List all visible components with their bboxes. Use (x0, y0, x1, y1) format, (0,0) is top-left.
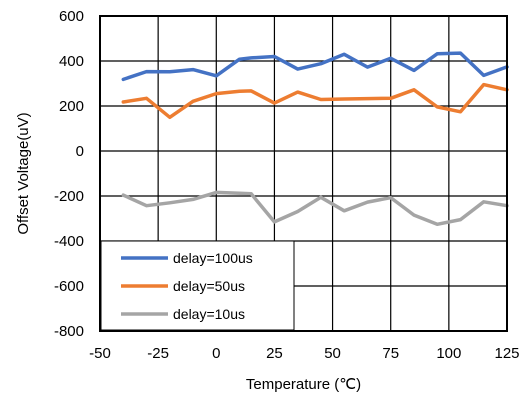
x-tick-label: 0 (212, 345, 220, 362)
x-tick-label: -25 (147, 345, 169, 362)
series-line-delay-50us (121, 82, 509, 120)
x-tick-label: 75 (382, 345, 399, 362)
y-tick-labels: 600 400 200 0 -200 -400 -600 -800 (54, 8, 84, 340)
series-line-delay-10us (121, 190, 509, 227)
y-tick-label: -400 (54, 233, 84, 250)
x-tick-labels: -50 -25 0 25 50 75 100 125 (89, 345, 519, 362)
y-axis-title: Offset Voltage(uV) (15, 112, 32, 234)
x-tick-label: 125 (494, 345, 519, 362)
x-axis-title: Temperature (℃) (246, 376, 361, 393)
y-tick-label: 0 (76, 143, 84, 160)
x-tick-label: 100 (436, 345, 461, 362)
y-tick-label: -800 (54, 323, 84, 340)
y-tick-label: 400 (59, 53, 84, 70)
y-tick-label: -200 (54, 188, 84, 205)
x-tick-label: 50 (324, 345, 341, 362)
legend-label: delay=10us (173, 306, 245, 322)
series-lines (121, 51, 509, 227)
legend: delay=100us delay=50us delay=10us (100, 240, 295, 331)
y-tick-label: 600 (59, 8, 84, 25)
y-tick-label: -600 (54, 278, 84, 295)
x-tick-label: -50 (89, 345, 111, 362)
legend-label: delay=100us (173, 250, 253, 266)
y-tick-label: 200 (59, 98, 84, 115)
legend-label: delay=50us (173, 278, 245, 294)
x-tick-label: 25 (266, 345, 283, 362)
plot-frame (99, 15, 508, 332)
series-line-delay-100us (121, 51, 509, 82)
